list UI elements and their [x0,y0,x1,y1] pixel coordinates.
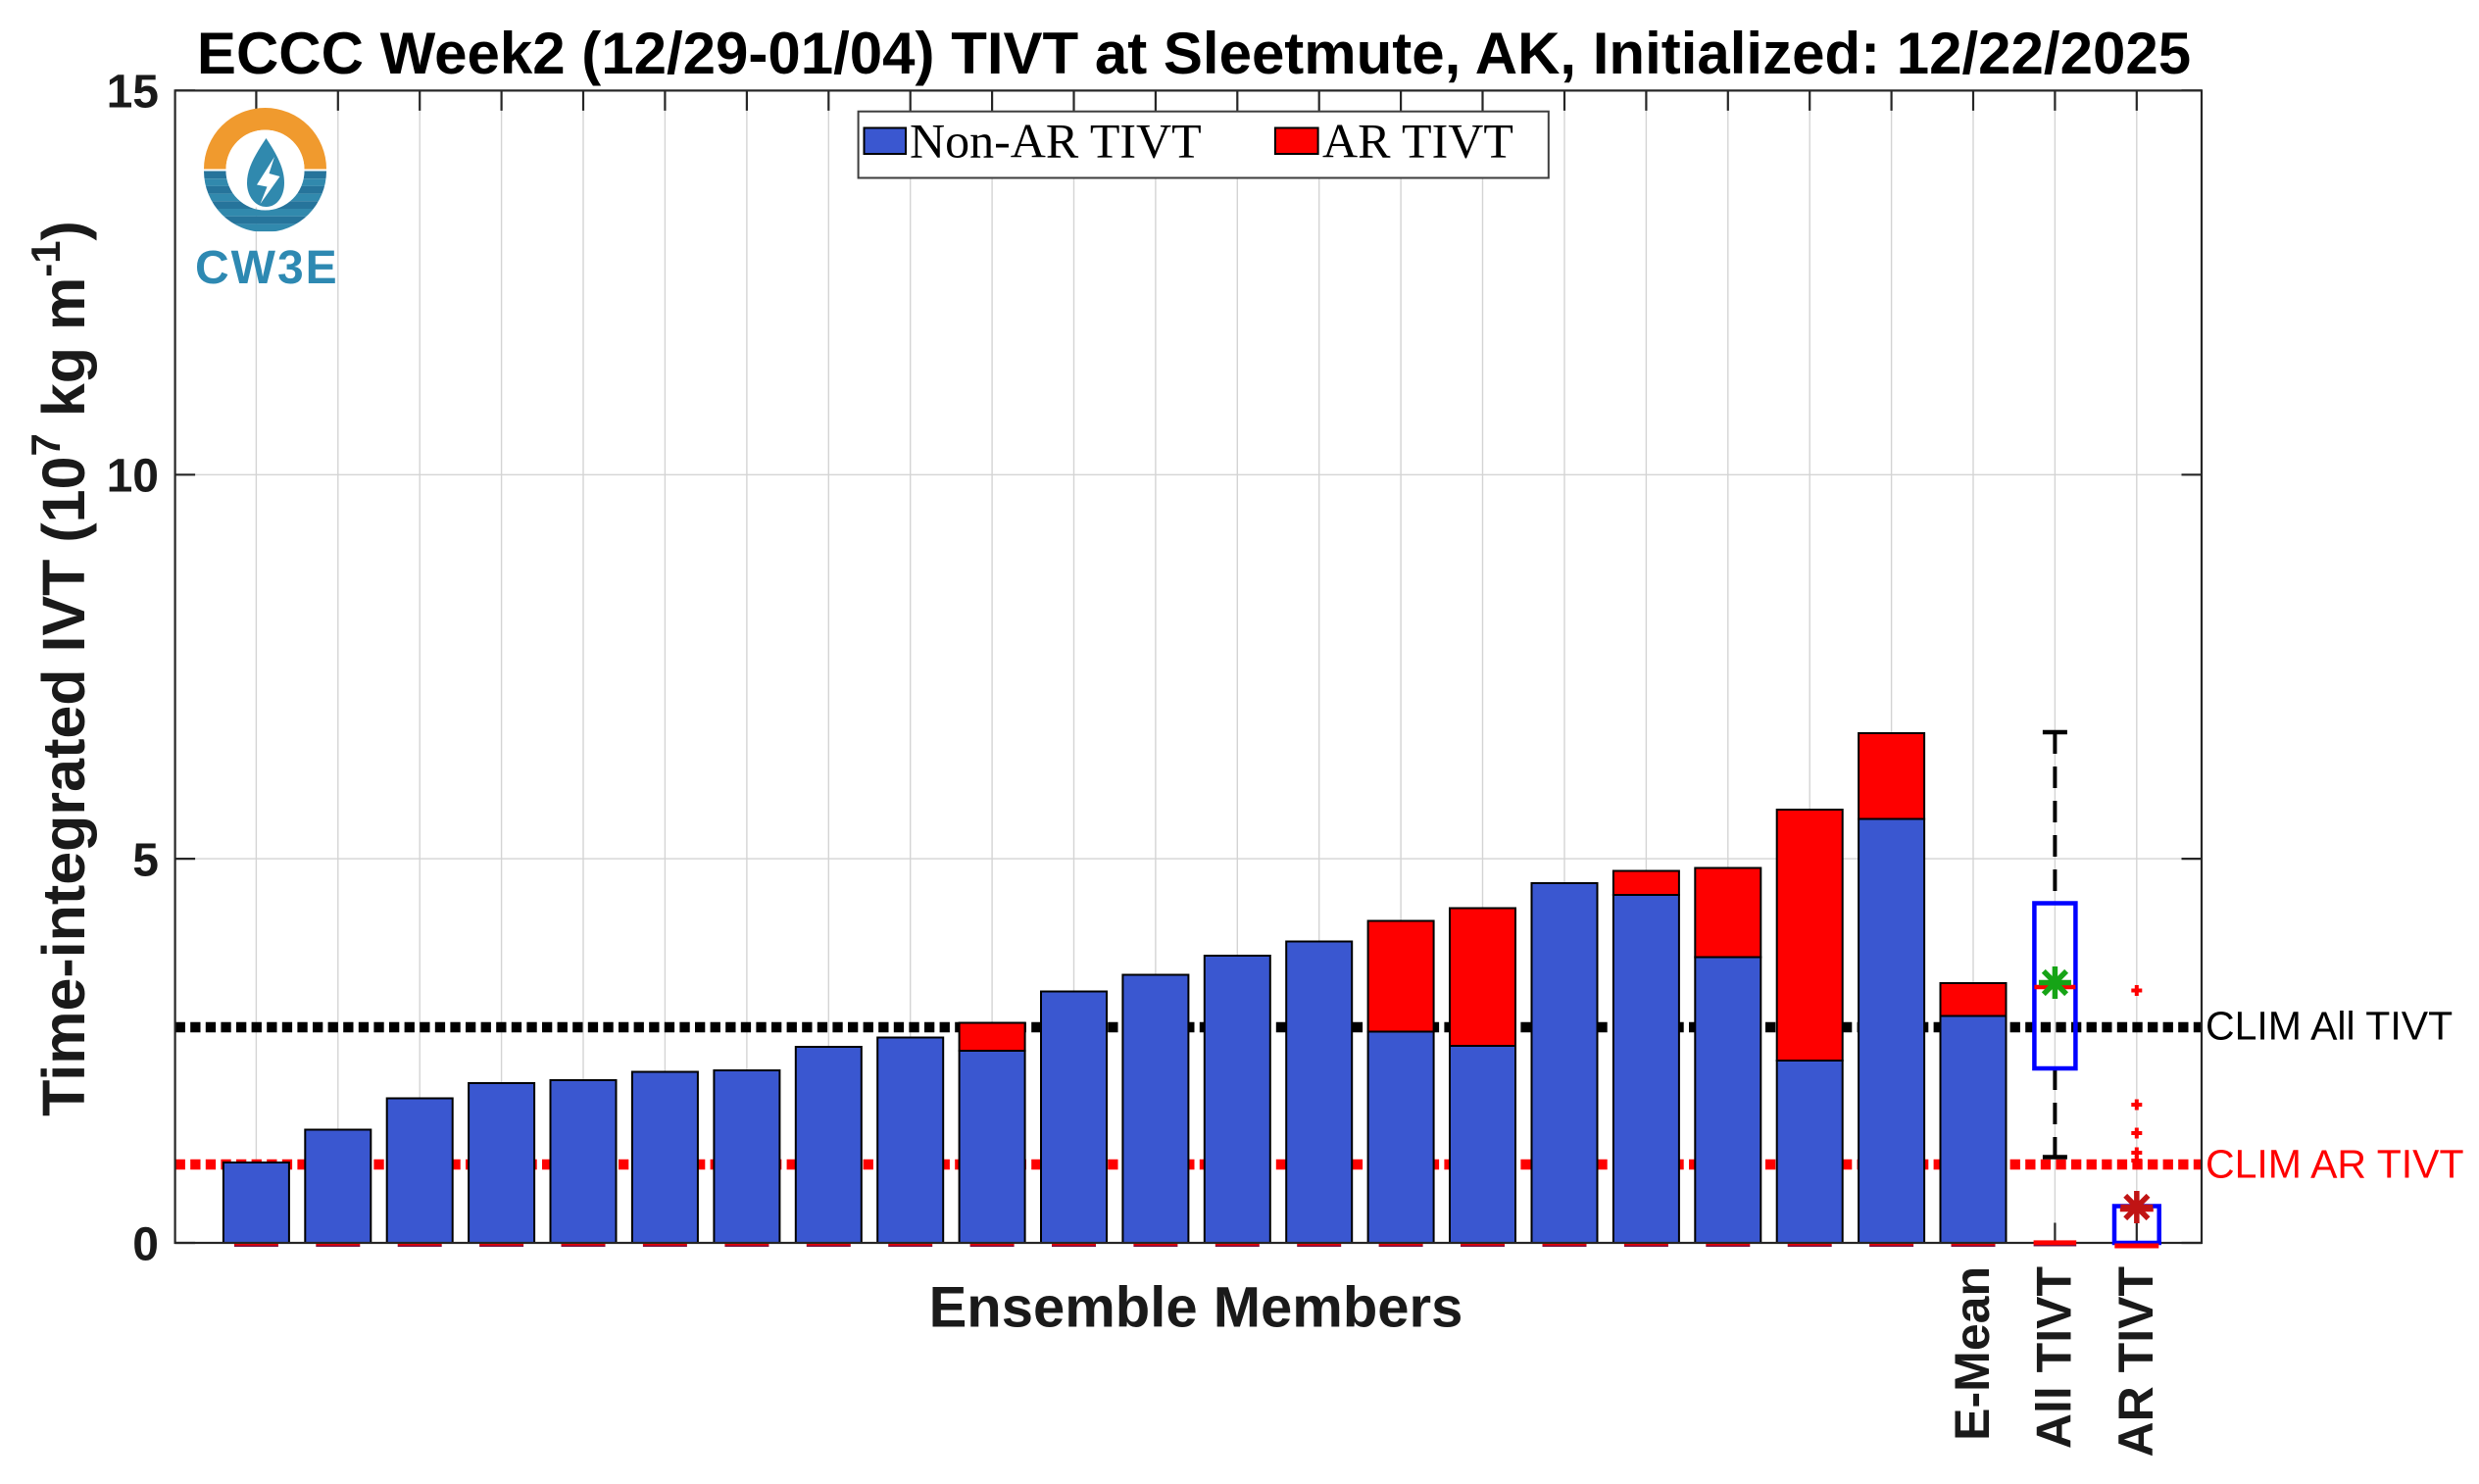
svg-text:CLIM All TIVT: CLIM All TIVT [2206,1003,2453,1048]
svg-text:Non-AR TIVT: Non-AR TIVT [910,113,1202,168]
svg-text:AR TIVT: AR TIVT [2108,1266,2163,1457]
svg-text:5: 5 [132,834,159,886]
svg-text:ECCC Week2 (12/29-01/04) TIVT: ECCC Week2 (12/29-01/04) TIVT at Sleetmu… [197,21,2191,86]
svg-text:Ensemble Members: Ensemble Members [929,1276,1463,1340]
svg-text:Time-integrated IVT (107 kg m-: Time-integrated IVT (107 kg m-1) [23,221,97,1116]
svg-text:CW3E: CW3E [195,242,339,294]
svg-text:10: 10 [107,451,159,503]
svg-text:All TIVT: All TIVT [2026,1266,2081,1449]
svg-text:0: 0 [132,1218,159,1270]
svg-text:AR TIVT: AR TIVT [1322,113,1513,168]
svg-text:15: 15 [107,67,159,119]
svg-text:E-Mean: E-Mean [1945,1266,2000,1441]
svg-text:CLIM AR TIVT: CLIM AR TIVT [2206,1141,2464,1186]
